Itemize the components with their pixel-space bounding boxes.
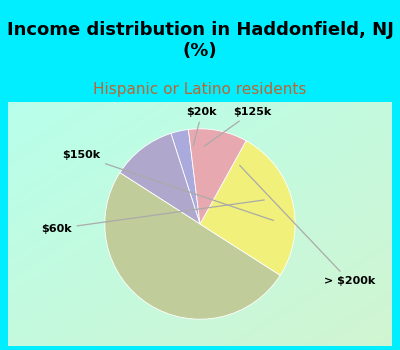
Wedge shape: [171, 130, 200, 224]
Text: Hispanic or Latino residents: Hispanic or Latino residents: [93, 82, 307, 97]
Text: $60k: $60k: [41, 200, 264, 234]
Text: > $200k: > $200k: [240, 166, 375, 286]
Wedge shape: [105, 173, 280, 319]
Text: $150k: $150k: [62, 150, 274, 220]
Wedge shape: [200, 141, 295, 275]
Wedge shape: [188, 129, 246, 224]
Text: $20k: $20k: [187, 107, 217, 146]
Text: $125k: $125k: [204, 107, 272, 146]
Wedge shape: [120, 133, 200, 224]
Text: Income distribution in Haddonfield, NJ
(%): Income distribution in Haddonfield, NJ (…: [6, 21, 394, 60]
